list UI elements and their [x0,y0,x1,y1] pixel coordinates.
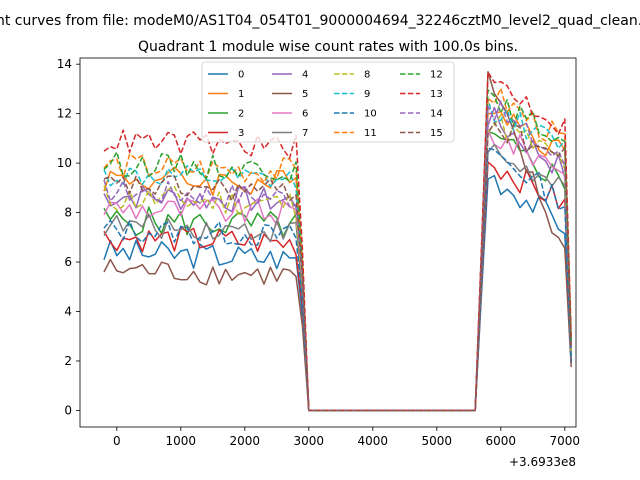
y-tick-label: 2 [64,354,72,368]
series-line-6 [103,129,572,412]
y-tick-label: 8 [64,206,72,220]
x-tick-label: 3000 [294,434,325,448]
legend-box [201,61,455,143]
series-line-14 [103,100,572,412]
axes-frame [79,57,577,428]
series-line-7 [103,143,572,412]
legend-label: 8 [364,70,370,81]
legend-label: 3 [238,128,244,139]
legend-label: 11 [364,128,377,139]
legend-label: 9 [364,89,370,100]
legend-label: 2 [238,109,244,120]
series-line-3 [103,161,572,412]
x-axis: 0 1000 2000 3000 4000 5000 6000 7000 [113,427,580,448]
legend-label: 0 [238,70,244,81]
legend-label: 1 [238,89,244,100]
y-tick-label: 4 [64,305,72,319]
series-line-5 [103,71,572,412]
y-tick-label: 0 [64,403,72,417]
x-tick-label: 7000 [550,434,581,448]
axes-title: Quadrant 1 module wise count rates with … [138,39,518,55]
series-line-15 [103,122,572,412]
y-tick-label: 6 [64,255,72,269]
series-line-12 [103,89,572,412]
series-line-10 [103,147,572,412]
figure-suptitle: Light curves from file: modeM0/AS1T04_05… [0,13,640,29]
series-line-13 [103,71,572,412]
x-tick-label: 2000 [230,434,261,448]
x-axis-offset-label: +3.6933e8 [509,455,576,469]
series-line-4 [103,106,572,412]
legend-label: 10 [364,109,377,120]
y-tick-label: 10 [57,156,72,170]
legend-label: 14 [430,109,443,120]
y-tick-label: 12 [57,107,72,121]
y-axis: 0 2 4 6 8 10 12 14 [57,57,80,417]
x-tick-label: 4000 [358,434,389,448]
series-line-9 [103,98,572,412]
x-tick-label: 0 [113,434,121,448]
x-tick-label: 6000 [486,434,517,448]
legend-label: 13 [430,89,443,100]
legend-label: 7 [302,128,308,139]
y-tick-label: 14 [57,57,72,71]
x-tick-label: 5000 [422,434,453,448]
series-lines-layer [103,71,572,412]
series-line-11 [103,87,572,412]
series-line-0 [103,174,572,412]
legend-label: 5 [302,89,308,100]
legend-label: 12 [430,70,443,81]
legend-label: 6 [302,109,308,120]
legend-label: 15 [430,128,443,139]
x-tick-label: 1000 [166,434,197,448]
legend-label: 4 [302,70,308,81]
